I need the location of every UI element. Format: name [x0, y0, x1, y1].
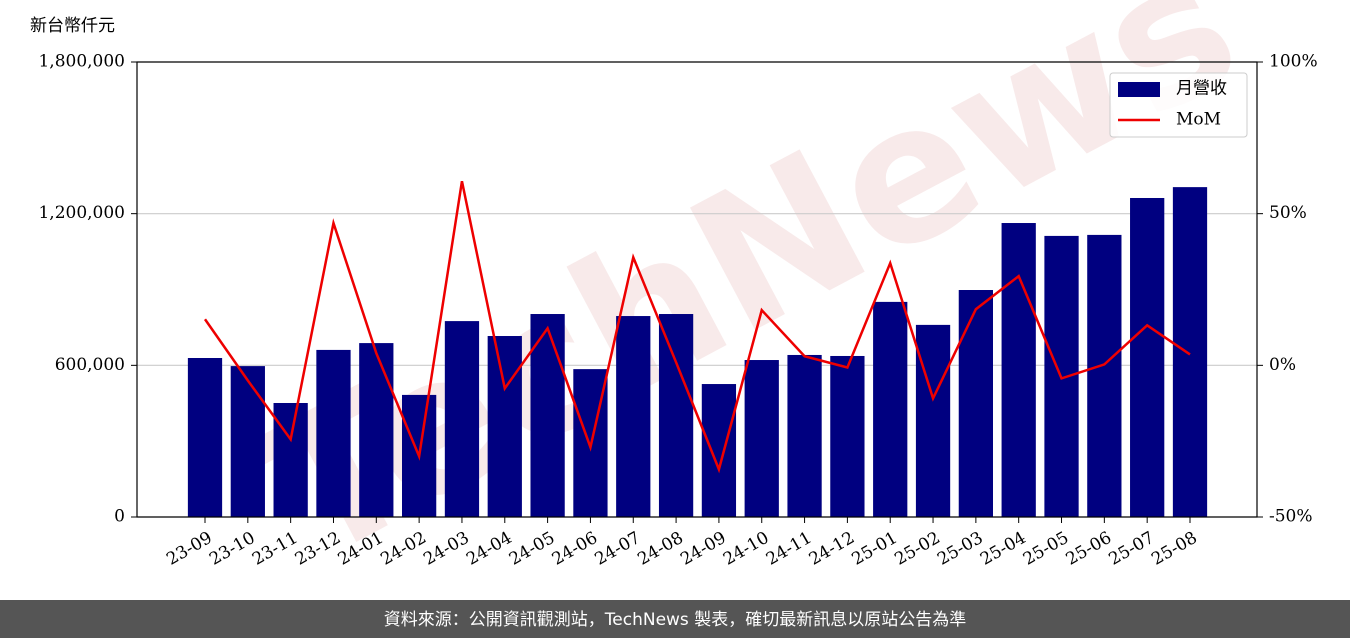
x-tick-label: 25-02: [891, 528, 943, 570]
y-axis-label: 新台幣仟元: [30, 16, 115, 36]
y2-tick-label: 50%: [1269, 203, 1307, 223]
y2-tick-label: 100%: [1269, 52, 1318, 72]
legend-label: MoM: [1176, 110, 1221, 130]
plot-frame: [136, 61, 1258, 518]
x-tick-label: 24-08: [634, 528, 686, 570]
x-tick-label: 24-09: [677, 528, 729, 570]
bar: [873, 301, 908, 517]
bar: [830, 355, 865, 517]
footer: 資料來源：公開資訊觀測站，TechNews 製表，確切最新訊息以原站公告為準: [384, 610, 966, 630]
bar: [359, 343, 394, 517]
x-tick-label: 24-10: [720, 528, 772, 570]
x-tick-label: 25-07: [1105, 528, 1157, 570]
y2-tick-label: -50%: [1269, 507, 1313, 527]
legend-label: 月營收: [1176, 79, 1227, 99]
x-tick-label: 25-03: [934, 528, 986, 570]
y-tick-label: 1,200,000: [38, 203, 125, 223]
x-tick-label: 25-04: [977, 528, 1029, 570]
bar: [744, 360, 779, 517]
x-tick-label: 23-09: [163, 528, 215, 570]
x-tick-label: 24-04: [463, 528, 515, 570]
bar: [958, 290, 993, 517]
legend: 月營收 MoM: [1109, 72, 1248, 138]
x-tick-label: 25-01: [849, 528, 901, 570]
bar: [787, 354, 822, 517]
x-tick-label: 23-11: [249, 528, 301, 570]
bar: [658, 314, 694, 517]
mom-line: [203, 180, 1191, 474]
y-tick-label: 0: [114, 507, 125, 527]
bar: [915, 324, 951, 517]
x-tick-label: 24-07: [592, 528, 644, 570]
y-tick-label: 600,000: [55, 355, 125, 375]
bar: [1172, 187, 1208, 517]
bar: [273, 402, 308, 517]
bar: [316, 349, 351, 517]
x-tick-label: 24-06: [549, 528, 601, 570]
x-tick-label: 24-05: [506, 528, 558, 570]
x-tick-label: 25-05: [1020, 528, 1072, 570]
bar: [1087, 234, 1122, 517]
x-tick-label: 24-12: [806, 528, 858, 570]
footer-bar: [0, 600, 1350, 638]
bar: [530, 314, 565, 517]
x-tick-label: 25-08: [1148, 528, 1200, 570]
bar: [444, 321, 480, 517]
bar: [487, 336, 522, 517]
bar: [230, 366, 265, 517]
bar: [1001, 223, 1036, 517]
x-tick-label: 23-10: [206, 528, 258, 570]
bar: [1130, 197, 1165, 517]
bar: [701, 384, 737, 517]
x-tick-label: 24-11: [763, 528, 815, 570]
bar: [187, 358, 223, 517]
legend-swatch: [1118, 82, 1160, 97]
y-tick-label: 1,800,000: [38, 52, 125, 72]
bar: [616, 316, 651, 517]
y2-tick-label: 0%: [1269, 355, 1296, 375]
x-tick-label: 25-06: [1063, 528, 1115, 570]
